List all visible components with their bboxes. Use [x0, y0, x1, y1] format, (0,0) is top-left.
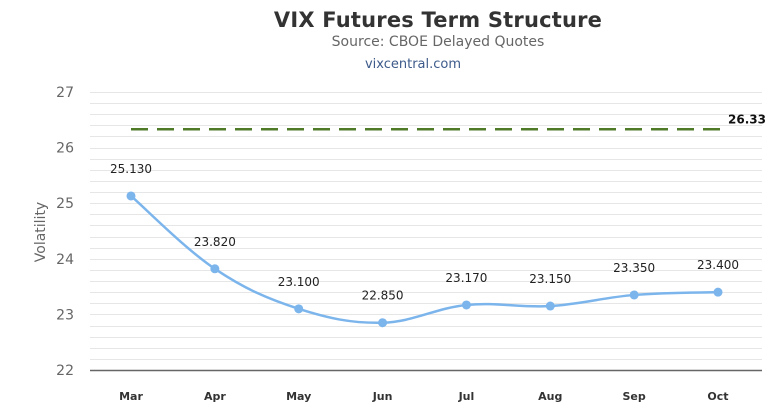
data-label: 23.400: [697, 258, 739, 272]
data-point[interactable]: [545, 301, 555, 311]
data-label: 23.820: [194, 235, 236, 249]
x-tick-label: Sep: [623, 390, 646, 403]
data-label: 23.170: [445, 271, 487, 285]
x-tick-label: Aug: [538, 390, 562, 403]
y-tick-label: 25: [56, 196, 74, 212]
x-axis: Mar Apr May Jun Jul Aug Sep Oct: [119, 390, 728, 403]
data-label: 23.150: [529, 272, 571, 286]
data-point[interactable]: [378, 318, 388, 328]
reference-line: 26.33: [131, 112, 766, 131]
x-tick-label: Jun: [372, 390, 393, 403]
data-point[interactable]: [713, 287, 723, 297]
x-tick-label: Oct: [707, 390, 728, 403]
y-tick-label: 23: [56, 307, 74, 323]
data-label: 23.100: [278, 275, 320, 289]
y-axis: 22 23 24 25 26 27: [56, 85, 74, 379]
chart-subtitle: Source: CBOE Delayed Quotes: [331, 34, 545, 50]
chart-credit-link[interactable]: vixcentral.com: [364, 57, 462, 72]
reference-line-label: 26.33: [728, 112, 766, 126]
chart-title: VIX Futures Term Structure: [273, 8, 603, 32]
x-tick-label: May: [286, 390, 311, 403]
data-point[interactable]: [461, 300, 471, 310]
x-tick-label: Jul: [458, 390, 475, 403]
data-point[interactable]: [629, 290, 639, 300]
data-series: 25.130 23.820 23.100 22.850 23.170 23.150 23.3…: [110, 162, 739, 328]
y-tick-label: 22: [56, 363, 74, 379]
x-tick-label: Apr: [204, 390, 226, 403]
data-label: 25.130: [110, 162, 152, 176]
x-tick-label: Mar: [119, 390, 143, 403]
y-axis-title: Volatility: [33, 202, 49, 262]
y-tick-label: 27: [56, 85, 74, 101]
data-point[interactable]: [126, 191, 136, 201]
y-tick-label: 26: [56, 141, 74, 157]
y-tick-label: 24: [56, 252, 74, 268]
data-point[interactable]: [210, 264, 220, 274]
data-point[interactable]: [294, 304, 304, 314]
data-label: 23.350: [613, 261, 655, 275]
grid-lines: [90, 92, 762, 372]
data-label: 22.850: [362, 289, 404, 303]
